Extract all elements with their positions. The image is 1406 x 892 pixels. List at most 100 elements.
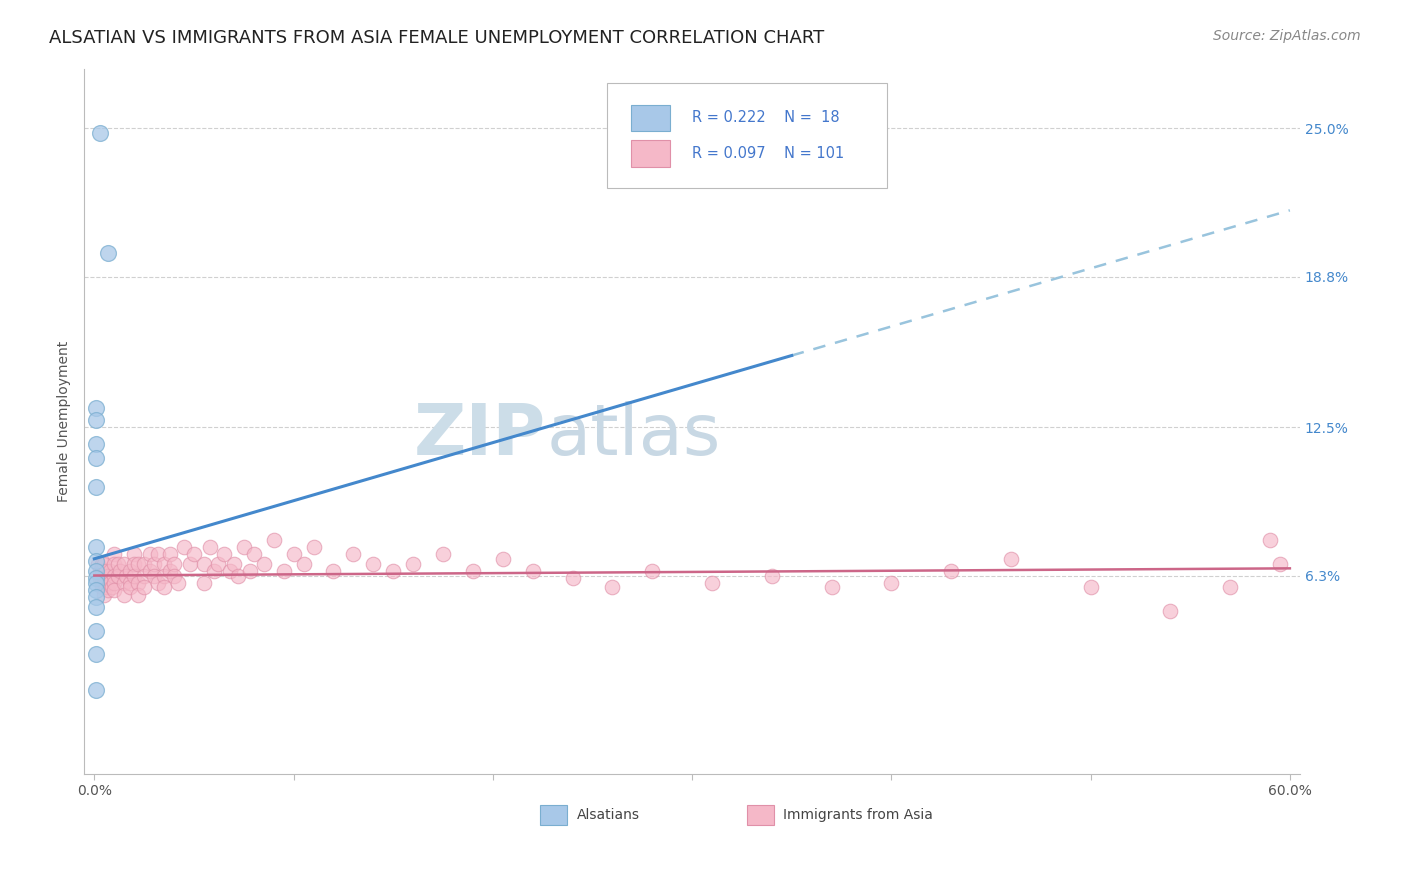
Point bbox=[89, 564, 111, 578]
Point bbox=[193, 575, 215, 590]
Point bbox=[207, 557, 229, 571]
Point bbox=[115, 568, 138, 582]
Bar bbox=[631, 104, 671, 131]
Point bbox=[880, 575, 903, 590]
Point bbox=[96, 581, 118, 595]
Text: R = 0.222    N =  18: R = 0.222 N = 18 bbox=[692, 111, 839, 126]
Bar bbox=[631, 140, 671, 167]
Point bbox=[89, 126, 111, 140]
Point bbox=[127, 575, 149, 590]
Text: atlas: atlas bbox=[547, 401, 721, 470]
Point bbox=[97, 245, 120, 260]
Text: ALSATIAN VS IMMIGRANTS FROM ASIA FEMALE UNEMPLOYMENT CORRELATION CHART: ALSATIAN VS IMMIGRANTS FROM ASIA FEMALE … bbox=[49, 29, 824, 46]
Point bbox=[98, 564, 121, 578]
Text: Immigrants from Asia: Immigrants from Asia bbox=[783, 808, 934, 822]
Point bbox=[183, 547, 205, 561]
Point bbox=[198, 540, 221, 554]
Point bbox=[86, 401, 108, 416]
Point bbox=[820, 581, 842, 595]
Point bbox=[363, 557, 385, 571]
Point bbox=[173, 540, 195, 554]
Point bbox=[143, 568, 166, 582]
Point bbox=[561, 571, 583, 585]
Point bbox=[1268, 557, 1291, 571]
Point bbox=[134, 557, 156, 571]
Point bbox=[127, 557, 149, 571]
Point bbox=[93, 568, 115, 582]
Point bbox=[89, 571, 111, 585]
Text: Source: ZipAtlas.com: Source: ZipAtlas.com bbox=[1213, 29, 1361, 43]
Point bbox=[122, 557, 145, 571]
Point bbox=[134, 581, 156, 595]
Point bbox=[86, 564, 108, 578]
Point bbox=[139, 547, 162, 561]
Point bbox=[263, 533, 285, 547]
Point bbox=[402, 557, 425, 571]
Point bbox=[93, 557, 115, 571]
Point bbox=[146, 547, 169, 561]
Bar bbox=[747, 805, 773, 825]
Point bbox=[101, 581, 124, 595]
FancyBboxPatch shape bbox=[607, 83, 887, 188]
Point bbox=[86, 451, 108, 466]
Point bbox=[222, 557, 245, 571]
Point bbox=[322, 564, 344, 578]
Point bbox=[218, 564, 240, 578]
Point bbox=[91, 581, 114, 595]
Point bbox=[112, 588, 135, 602]
Point bbox=[163, 568, 186, 582]
Point bbox=[96, 575, 118, 590]
Point bbox=[1258, 533, 1281, 547]
Point bbox=[107, 557, 129, 571]
Point bbox=[86, 683, 108, 698]
Point bbox=[1219, 581, 1241, 595]
Point bbox=[143, 557, 166, 571]
Point bbox=[139, 564, 162, 578]
Point bbox=[103, 557, 125, 571]
Point bbox=[86, 582, 108, 597]
Point bbox=[761, 568, 783, 582]
Point bbox=[86, 571, 108, 585]
Point bbox=[382, 564, 405, 578]
Point bbox=[86, 413, 108, 427]
Point bbox=[97, 582, 120, 597]
Point bbox=[302, 540, 325, 554]
Point bbox=[292, 557, 315, 571]
Point bbox=[110, 564, 132, 578]
Point bbox=[232, 540, 254, 554]
Point bbox=[86, 554, 108, 568]
Point bbox=[1159, 604, 1181, 618]
Point bbox=[112, 557, 135, 571]
Point bbox=[939, 564, 962, 578]
Point bbox=[163, 557, 186, 571]
Point bbox=[103, 547, 125, 561]
Point bbox=[93, 575, 115, 590]
Point bbox=[700, 575, 723, 590]
Point bbox=[91, 575, 114, 590]
Y-axis label: Female Unemployment: Female Unemployment bbox=[58, 341, 72, 502]
Point bbox=[1080, 581, 1102, 595]
Text: ZIP: ZIP bbox=[413, 401, 547, 470]
Point bbox=[159, 564, 181, 578]
Point bbox=[153, 557, 176, 571]
Point bbox=[202, 564, 225, 578]
Point bbox=[432, 547, 454, 561]
Point bbox=[86, 437, 108, 451]
Point bbox=[97, 568, 120, 582]
Point bbox=[98, 575, 121, 590]
Point bbox=[602, 581, 624, 595]
Text: R = 0.097    N = 101: R = 0.097 N = 101 bbox=[692, 145, 845, 161]
Point bbox=[242, 547, 264, 561]
Point bbox=[87, 557, 110, 571]
Point bbox=[86, 480, 108, 494]
Point bbox=[127, 588, 149, 602]
Point bbox=[179, 557, 201, 571]
Point bbox=[226, 568, 249, 582]
Point bbox=[342, 547, 364, 561]
Point bbox=[103, 568, 125, 582]
Point bbox=[153, 581, 176, 595]
Point bbox=[641, 564, 664, 578]
Point bbox=[134, 568, 156, 582]
Point bbox=[91, 557, 114, 571]
Text: Alsatians: Alsatians bbox=[576, 808, 640, 822]
